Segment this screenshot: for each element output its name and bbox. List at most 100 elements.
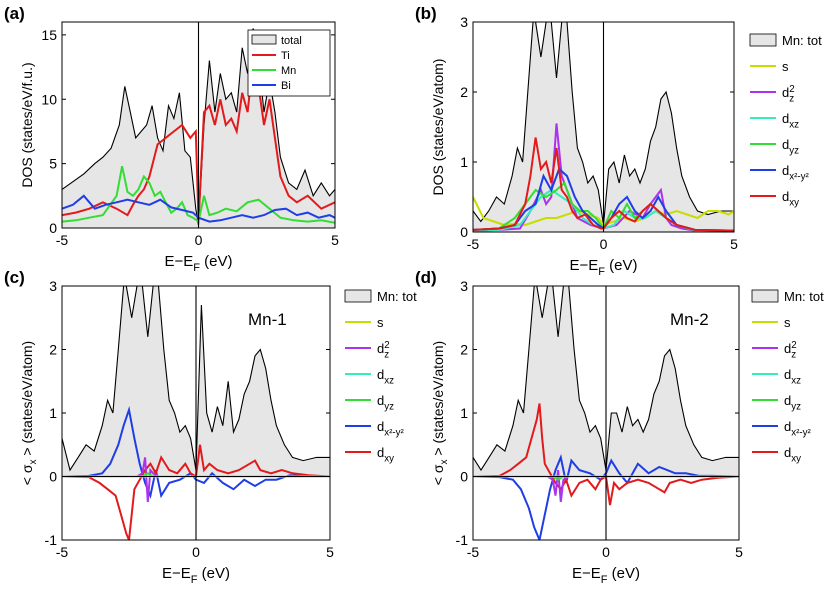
legend-label-b: dyz [782,137,799,157]
x-tick-label-c: 5 [326,544,334,560]
series-c-Mn: tot [62,286,330,472]
series-b-d_xy [473,137,734,232]
legend-swatch-d [751,289,779,303]
legend-label-b: dxy [782,189,799,209]
series-d-Mn: tot [473,286,739,472]
y-tick-label-d: -1 [456,532,469,548]
x-tick-label-d: 5 [735,544,743,560]
annotation-d: Mn-2 [670,310,709,329]
y-tick-label-d: 3 [460,278,468,294]
y-tick-label-b: 3 [460,14,468,30]
series-b-d_x2-y2 [473,167,734,232]
y-tick-label-a: 5 [49,156,57,172]
legend-label-a: Ti [281,50,290,62]
legend-label-c: dyz [377,393,394,413]
series-fill-b-Mn: tot [473,22,734,232]
legend-label-a: Mn [281,65,296,77]
panel-label-a: (a) [4,4,25,23]
x-tick-label-c: -5 [56,544,69,560]
legend-label-d: dx²-y² [784,419,811,439]
y-tick-label-c: 3 [49,278,57,294]
x-tick-label-a: 0 [195,232,203,248]
series-d-d_x2-y2 [473,454,739,540]
legend-label-b: s [782,59,789,74]
y-tick-label-c: 1 [49,405,57,421]
x-tick-label-b: 5 [730,236,738,252]
series-a-Mn [62,165,335,224]
x-axis-label-a: E−EF (eV) [164,253,232,274]
legend-label-d: dxz [784,367,801,387]
legend-label-c: dx²-y² [377,419,404,439]
legend-label-d: dyz [784,393,801,413]
annotation-c: Mn-1 [248,310,287,329]
y-tick-label-a: 10 [41,91,57,107]
panel-d: -5 0 5 -1 0 1 2 3 E−EF (eV) < σx > (states/eV/ato… [415,268,824,586]
legend-label-c: d2 z [377,340,390,361]
legend-label-d: dxy [784,445,801,465]
y-tick-label-b: 2 [460,84,468,100]
y-tick-label-c: 2 [49,342,57,358]
y-axis-label-b: DOS (states/eV/atom) [430,59,446,196]
x-tick-label-a: -5 [56,232,69,248]
legend-swatch-b [749,33,777,47]
legend-swatch-c [344,289,372,303]
x-axis-label-d: E−EF (eV) [572,565,640,586]
y-tick-label-d: 1 [460,405,468,421]
legend-label-d: s [784,315,791,330]
legend-c: Mn: tot s d2 z dxz dyz dx²-y² dxy [344,289,417,465]
y-tick-label-b: 1 [460,154,468,170]
legend-label-a: Bi [281,80,291,92]
series-b-Mn: tot [473,22,734,226]
y-tick-label-d: 2 [460,342,468,358]
legend-label-b: dxz [782,111,799,131]
panel-label-c: (c) [4,268,25,287]
legend-label-c: dxz [377,367,394,387]
legend-a: total Ti Mn Bi [247,29,331,97]
legend-label-c: dxy [377,445,394,465]
legend-label-b: Mn: tot [782,33,822,48]
legend-b: Mn: tot s d2 z dxz dyz dx²-y² dxy [749,33,822,209]
panel-label-d: (d) [415,268,437,287]
series-fill-d-Mn: tot [473,286,739,477]
series-fill-c-Mn: tot [62,286,330,477]
legend-label-c: s [377,315,384,330]
legend-label-b: dx²-y² [782,163,809,183]
y-axis-label-c: < σx > (states/eV/atom) [19,341,39,485]
y-tick-label-c: -1 [45,532,58,548]
y-tick-label-c: 0 [49,469,57,485]
panel-label-b: (b) [415,4,437,23]
legend-label-d: Mn: tot [784,289,824,304]
legend-d: Mn: tot s d2 z dxz dyz dx²-y² dxy [751,289,824,465]
y-tick-label-a: 0 [49,220,57,236]
y-tick-label-a: 15 [41,27,57,43]
series-d-d_xy [473,403,739,506]
legend-label-a: total [281,35,302,47]
x-tick-label-d: -5 [467,544,480,560]
series-fill-a-total [62,28,335,228]
x-tick-label-d: 0 [602,544,610,560]
legend-swatch-a [251,34,277,45]
series-c-d_x2-y2 [62,405,330,499]
y-axis-label-a: DOS (states/eV/f.u.) [19,62,35,187]
x-axis-label-c: E−EF (eV) [162,565,230,586]
y-tick-label-d: 0 [460,469,468,485]
series-d-d_z2 [473,469,739,503]
series-c-d_xy [62,444,330,540]
legend-label-c: Mn: tot [377,289,417,304]
y-tick-label-b: 0 [460,224,468,240]
series-c-d_z2 [62,457,330,502]
x-axis-label-b: E−EF (eV) [569,257,637,278]
y-axis-label-d: < σx > (states/eV/atom) [430,341,450,485]
legend-label-b: d2 z [782,84,795,105]
x-tick-label-a: 5 [331,232,339,248]
panel-c: -5 0 5 -1 0 1 2 3 E−EF (eV) < σx > (states/eV/ato… [4,268,417,586]
x-tick-label-b: 0 [600,236,608,252]
legend-label-d: d2 z [784,340,797,361]
x-tick-label-c: 0 [192,544,200,560]
x-tick-label-b: -5 [467,236,480,252]
plot-area-b [473,22,734,232]
series-a-Ti [62,60,335,222]
